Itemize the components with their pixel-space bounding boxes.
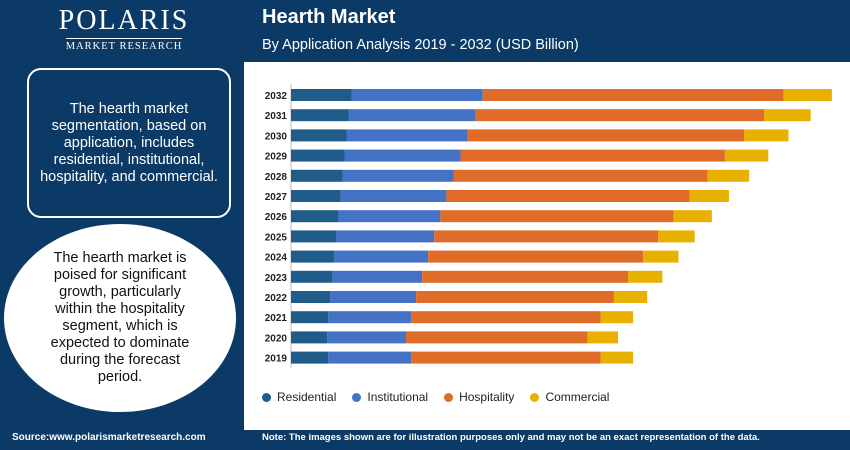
brand-subtitle: MARKET RESEARCH (65, 38, 183, 53)
legend-dot-commercial (530, 392, 540, 402)
bar-2028-institutional (342, 169, 454, 182)
y-tick-2029: 2029 (265, 152, 288, 163)
bar-2022-commercial (613, 291, 648, 303)
bar-2022-institutional (330, 291, 417, 303)
y-tick-2022: 2022 (265, 293, 288, 304)
info-box: The hearth market segmentation, based on… (27, 68, 231, 218)
legend-dot-hospitality (444, 392, 454, 402)
y-tick-2021: 2021 (265, 313, 288, 324)
bar-2024-commercial (643, 250, 679, 263)
bar-2023-hospitality (422, 270, 629, 283)
y-tick-2027: 2027 (265, 192, 288, 203)
bar-2032-hospitality (482, 89, 784, 101)
bar-2027-residential (291, 190, 341, 202)
highlight-text: The hearth market is poised for signific… (50, 250, 190, 385)
bar-2027-institutional (340, 190, 447, 202)
bar-2024-hospitality (428, 250, 644, 263)
bar-2020-commercial (587, 331, 618, 344)
bar-2021-hospitality (411, 311, 601, 324)
bar-2021-institutional (328, 311, 412, 324)
bar-2029-hospitality (460, 149, 725, 162)
bar-2030-hospitality (467, 129, 745, 142)
y-tick-2028: 2028 (265, 172, 288, 183)
bar-2019-hospitality (411, 351, 601, 364)
bar-2022-hospitality (416, 291, 614, 303)
bar-2020-institutional (327, 331, 407, 344)
highlight-circle: The hearth market is poised for signific… (4, 224, 236, 412)
source-text: Source:www.polarismarketresearch.com (12, 432, 206, 443)
legend-dot-institutional (352, 392, 362, 402)
bar-2025-commercial (658, 230, 695, 243)
chart-legend: Residential Institutional Hospitality Co… (262, 390, 625, 404)
bar-2030-commercial (744, 129, 789, 142)
bar-2029-institutional (344, 149, 461, 162)
y-tick-2030: 2030 (265, 131, 288, 142)
legend-label-commercial: Commercial (545, 390, 610, 404)
brand-logo: POLARIS MARKET RESEARCH (34, 6, 214, 54)
legend-dot-residential (262, 392, 271, 402)
bar-2025-institutional (336, 230, 435, 243)
bar-2023-institutional (332, 270, 423, 283)
bar-2031-institutional (348, 109, 476, 122)
legend-institutional: Institutional (352, 390, 428, 404)
bar-2032-commercial (783, 89, 832, 101)
legend-commercial: Commercial (530, 390, 609, 404)
y-tick-2031: 2031 (265, 111, 288, 122)
y-tick-2019: 2019 (265, 354, 288, 365)
bar-2024-residential (291, 250, 335, 263)
legend-residential: Residential (262, 390, 336, 404)
bar-2028-hospitality (453, 169, 708, 182)
bar-2019-institutional (328, 351, 412, 364)
bar-2020-hospitality (406, 331, 588, 344)
note-text: Note: The images shown are for illustrat… (262, 432, 760, 443)
bar-2024-institutional (334, 250, 429, 263)
bar-2022-residential (291, 291, 331, 303)
bar-2030-residential (291, 129, 347, 142)
bar-2029-commercial (724, 149, 769, 162)
bar-2031-commercial (764, 109, 811, 122)
bar-2028-commercial (707, 169, 750, 182)
chart-title: Hearth Market (262, 6, 396, 28)
bar-2026-residential (291, 210, 339, 223)
bar-2030-institutional (346, 129, 468, 142)
legend-label-institutional: Institutional (367, 390, 429, 404)
bar-2023-commercial (628, 270, 663, 283)
bar-2032-residential (291, 89, 352, 101)
legend-hospitality: Hospitality (444, 390, 514, 404)
bar-2019-commercial (600, 351, 634, 364)
bar-2028-residential (291, 169, 343, 182)
info-text: The hearth market segmentation, based on… (40, 100, 218, 185)
brand-name: POLARIS (58, 5, 190, 36)
y-tick-2026: 2026 (265, 212, 288, 223)
bar-2025-hospitality (434, 230, 659, 243)
y-tick-2023: 2023 (265, 273, 288, 284)
bar-2031-residential (291, 109, 349, 122)
bar-2026-institutional (338, 210, 441, 223)
y-tick-2025: 2025 (265, 232, 288, 243)
y-tick-2024: 2024 (265, 253, 288, 264)
bar-2026-commercial (673, 210, 712, 223)
y-tick-2032: 2032 (265, 91, 288, 102)
chart-subtitle: By Application Analysis 2019 - 2032 (USD… (262, 37, 579, 53)
bar-2029-residential (291, 149, 345, 162)
footer-band (0, 430, 850, 450)
bar-2023-residential (291, 270, 333, 283)
bar-2025-residential (291, 230, 337, 243)
bar-2027-commercial (689, 190, 729, 202)
bar-2027-hospitality (446, 190, 690, 202)
bar-2021-residential (291, 311, 329, 324)
bar-2020-residential (291, 331, 328, 344)
bar-2032-institutional (351, 89, 483, 101)
legend-label-residential: Residential (277, 390, 337, 404)
bar-2031-hospitality (475, 109, 765, 122)
bar-2026-hospitality (440, 210, 674, 223)
bar-2019-residential (291, 351, 329, 364)
bar-2021-commercial (600, 311, 634, 324)
legend-label-hospitality: Hospitality (459, 390, 515, 404)
y-tick-2020: 2020 (265, 333, 288, 344)
